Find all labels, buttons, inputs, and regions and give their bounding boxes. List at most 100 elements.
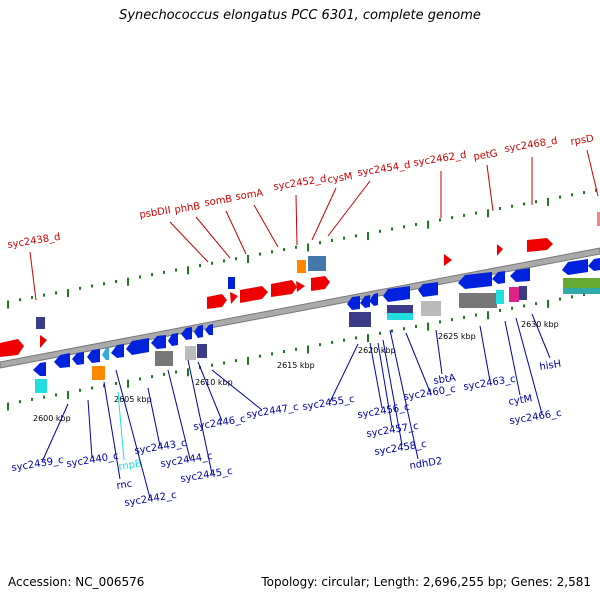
scale-label: 2630 kbp [521, 320, 559, 329]
topology-label: Topology: circular; Length: 2,696,255 bp… [261, 575, 591, 589]
forward-gene-label[interactable]: syc2468_d [504, 136, 559, 155]
gene-arrow[interactable] [444, 254, 452, 266]
gene-arrow[interactable] [181, 327, 192, 340]
reverse-gene-label[interactable]: syc2447_c [246, 402, 300, 421]
label-leader-line [41, 403, 69, 463]
gene-arrow[interactable] [151, 335, 166, 349]
gene-arrow[interactable] [492, 271, 505, 284]
forward-gene-label[interactable]: somB [204, 194, 233, 209]
gene-box[interactable] [509, 287, 519, 302]
gene-arrow[interactable] [126, 338, 149, 355]
gene-arrow[interactable] [527, 238, 553, 252]
reverse-gene-label[interactable]: syc2466_c [509, 408, 563, 427]
label-leader-line [187, 359, 213, 475]
gene-box[interactable] [387, 313, 413, 320]
reverse-gene-label[interactable]: syc2445_c [180, 466, 234, 485]
gene-box[interactable] [421, 301, 441, 316]
scale-label: 2615 kbp [277, 361, 315, 370]
gene-box[interactable] [92, 366, 105, 380]
gene-arrow[interactable] [510, 268, 530, 282]
gene-arrow[interactable] [588, 258, 600, 271]
gene-arrow[interactable] [240, 286, 268, 303]
label-leader-line [504, 320, 521, 396]
gene-arrow[interactable] [40, 335, 47, 348]
gene-box[interactable] [387, 305, 413, 313]
forward-gene-label[interactable]: rpsD [570, 133, 595, 148]
gene-arrow[interactable] [111, 344, 124, 358]
gene-box[interactable] [197, 344, 207, 358]
reverse-gene-label[interactable]: syc2444_c [160, 451, 214, 470]
gene-arrow[interactable] [296, 281, 305, 292]
forward-gene-label[interactable]: phhB [174, 201, 201, 216]
gene-arrow[interactable] [360, 295, 370, 308]
gene-arrow[interactable] [205, 324, 213, 335]
reverse-gene-label[interactable]: syc2458_c [374, 439, 428, 458]
forward-gene-label[interactable]: syc2462_d [413, 150, 468, 169]
label-leader-line [435, 329, 443, 375]
gene-arrow[interactable] [33, 362, 46, 376]
gene-arrow[interactable] [347, 296, 360, 310]
reverse-gene-label[interactable]: ndhD2 [409, 456, 443, 472]
gene-arrow[interactable] [54, 353, 70, 368]
reverse-gene-label[interactable]: syc2442_c [124, 490, 178, 509]
reverse-gene-label[interactable]: syc2456_c [357, 402, 411, 421]
forward-gene-label[interactable]: cysM [327, 171, 354, 186]
gene-arrow[interactable] [0, 339, 24, 357]
reverse-gene-label[interactable]: hisH [539, 359, 562, 373]
gene-box[interactable] [155, 351, 173, 366]
gene-arrow[interactable] [194, 325, 203, 338]
gene-arrow[interactable] [207, 294, 227, 309]
gene-arrow[interactable] [369, 293, 378, 306]
gene-arrow[interactable] [271, 280, 297, 297]
reverse-gene-label[interactable]: cytM [508, 393, 533, 408]
gene-arrow[interactable] [562, 259, 588, 275]
label-leader-line [29, 251, 37, 301]
gene-arrow[interactable] [418, 282, 438, 297]
gene-box[interactable] [185, 346, 196, 360]
reverse-gene-label[interactable]: sbtA [433, 373, 457, 387]
gene-box[interactable] [308, 256, 326, 271]
gene-box[interactable] [597, 212, 600, 226]
gene-arrow[interactable] [87, 349, 100, 363]
gene-box[interactable] [349, 312, 371, 327]
gene-box[interactable] [36, 317, 45, 329]
gene-arrow[interactable] [72, 352, 84, 365]
scale-label: 2610 kbp [195, 378, 233, 387]
gene-box[interactable] [496, 290, 504, 304]
gene-arrow[interactable] [168, 333, 178, 346]
gene-box[interactable] [459, 293, 497, 308]
gene-box[interactable] [519, 286, 527, 300]
reverse-strand-features [33, 258, 600, 393]
reverse-gene-label[interactable]: syc2455_c [302, 394, 356, 413]
gene-box[interactable] [563, 278, 600, 288]
gene-arrow[interactable] [311, 276, 330, 291]
reverse-gene-label[interactable]: syc2440_c [66, 451, 120, 470]
reverse-gene-label[interactable]: syc2460_c [403, 384, 457, 403]
forward-gene-label[interactable]: somA [235, 188, 264, 203]
forward-gene-label[interactable]: petG [473, 148, 499, 163]
forward-gene-label[interactable]: syc2452_d [273, 174, 328, 193]
label-leader-line [103, 381, 121, 480]
forward-gene-label[interactable]: psbDII [139, 205, 172, 221]
genome-title: Synechococcus elongatus PCC 6301, comple… [119, 8, 481, 23]
accession-label: Accession: NC_006576 [8, 575, 145, 589]
reverse-gene-label[interactable]: syc2439_c [11, 455, 65, 474]
gene-arrow[interactable] [458, 272, 492, 289]
gene-box[interactable] [297, 260, 306, 273]
reverse-gene-label[interactable]: rnpB [118, 458, 143, 473]
forward-gene-label[interactable]: syc2454_d [357, 160, 412, 179]
reverse-gene-label[interactable]: rnc [116, 479, 133, 492]
gene-arrow[interactable] [383, 286, 410, 302]
forward-gene-label[interactable]: syc2438_d [7, 232, 62, 251]
gene-box[interactable] [563, 288, 600, 294]
scale-label: 2625 kbp [438, 332, 476, 341]
label-leader-line [515, 317, 543, 415]
label-leader-line [486, 164, 494, 212]
gene-arrow[interactable] [102, 348, 109, 360]
gene-arrow[interactable] [230, 292, 238, 304]
gene-arrow[interactable] [497, 244, 503, 256]
gene-box[interactable] [228, 277, 235, 289]
reverse-gene-label[interactable]: syc2446_c [193, 414, 247, 433]
gene-box[interactable] [35, 379, 47, 393]
reverse-gene-label[interactable]: syc2443_c [134, 438, 188, 457]
